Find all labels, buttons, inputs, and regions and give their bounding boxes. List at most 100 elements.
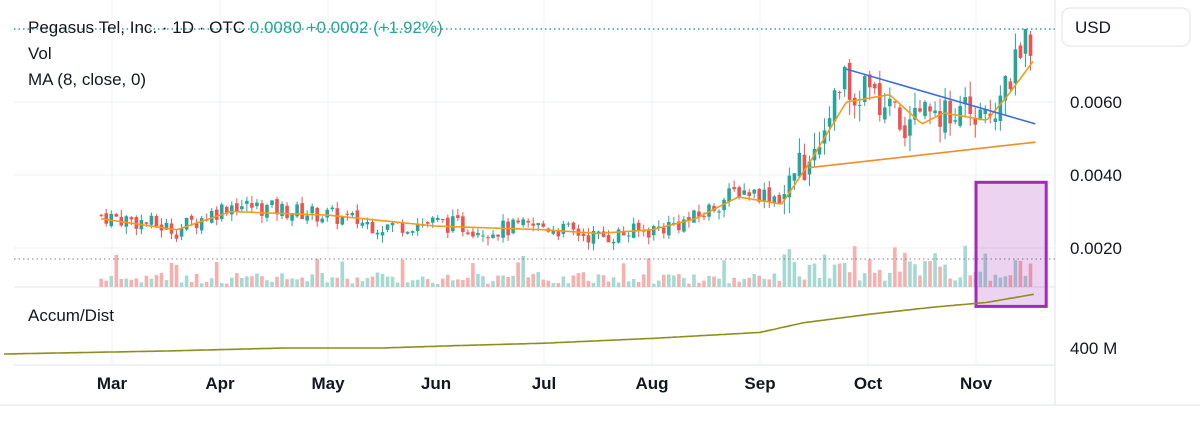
candle-body [456,215,460,218]
vol-indicator-label[interactable]: Vol [28,44,52,63]
time-axis-label: Aug [635,374,668,393]
volume-bar [898,271,902,287]
candle-body [626,235,631,237]
volume-bar [446,274,450,287]
volume-bar [616,282,621,287]
volume-bar [752,274,757,287]
candle-body [440,218,445,220]
volume-bar [456,279,460,287]
candle-body [270,200,274,205]
candle-body [561,223,566,234]
volume-bar [476,273,480,287]
time-axis-label: Jul [532,374,557,393]
time-axis-label: Nov [960,374,993,393]
candle-body [536,223,541,226]
volume-bar [345,278,350,287]
candle-body [742,190,746,195]
volume-bar [918,275,922,287]
candle-body [923,101,927,117]
volume-bar [224,283,229,287]
candle-body [230,205,234,215]
candle-body [878,83,882,116]
candle-body [260,203,264,216]
volume-bar [812,263,817,287]
candle-body [330,207,335,210]
volume-bar [531,273,535,287]
volume-bar [209,278,214,287]
candle-body [772,196,777,204]
volume-bar [938,266,942,287]
highlight-box[interactable] [974,180,1048,308]
volume-bar [139,282,144,287]
legend-symbol-row[interactable]: Pegasus Tel, Inc. · 1D · OTC 0.0080 +0.0… [28,18,443,38]
time-axis-label: Mar [97,374,128,393]
volume-bar [822,254,827,287]
candle-body [978,109,983,121]
volume-bar [606,281,611,287]
candle-body [782,194,787,200]
candle-body [415,224,420,232]
candle-body [486,237,490,239]
volume-bar [315,258,319,287]
candle-body [692,210,696,223]
volume-bar [621,263,626,287]
candle-body [837,91,842,93]
volume-bar [551,283,556,287]
currency-button-frame[interactable] [1061,7,1191,47]
candle-body [606,235,611,243]
candle-body [189,215,194,220]
candle-body [350,213,355,216]
volume-bar [451,280,455,287]
candle-body [872,83,877,89]
trendline-lower[interactable] [808,141,1036,169]
volume-bar [641,274,646,287]
candle-body [104,213,109,224]
candle-body [516,220,520,223]
volume-bar [913,264,917,287]
volume-bar [928,261,932,287]
currency-label[interactable]: USD [1075,18,1111,37]
interval-label[interactable]: 1D [172,18,195,37]
candle-body [667,221,671,236]
volume-bar [983,253,988,287]
candle-body [601,231,606,237]
candle-body [883,107,887,120]
candle-body [677,221,681,231]
volume-bar [230,277,234,287]
currency-button[interactable]: USD [1061,7,1191,47]
ad-indicator-label[interactable]: Accum/Dist [28,306,114,325]
candle-body [697,211,701,217]
candle-body [425,221,430,224]
candle-body [345,213,350,215]
candle-body [888,98,892,107]
candle-body [240,206,244,210]
volume-bar [672,275,676,287]
volume-bar [883,280,887,287]
candle-body [687,217,691,221]
symbol-name[interactable]: Pegasus Tel, Inc. [28,18,158,37]
ad-axis-label: 400 M [1070,339,1117,358]
volume-bar [747,277,751,287]
volume-bar [184,275,189,287]
volume-bar [1028,263,1033,287]
volume-bar [651,283,656,287]
candle-body [737,187,741,198]
candle-body [938,111,942,127]
volume-bar [199,283,204,287]
candle-body [702,216,706,218]
volume-bar [762,278,767,287]
volume-bar [742,278,746,287]
volume-bar [556,283,561,287]
volume-bar [461,279,465,287]
candle-body [767,187,772,203]
volume-bar [852,246,857,287]
volume-bar [235,273,239,287]
time-axis-label: Apr [205,374,235,393]
volume-bar [440,278,445,287]
ma-indicator-label[interactable]: MA (8, close, 0) [28,70,147,89]
candle-body [219,204,224,220]
candle-body [621,230,626,236]
volume-bar [385,276,390,287]
trendline-upper[interactable] [846,68,1036,125]
